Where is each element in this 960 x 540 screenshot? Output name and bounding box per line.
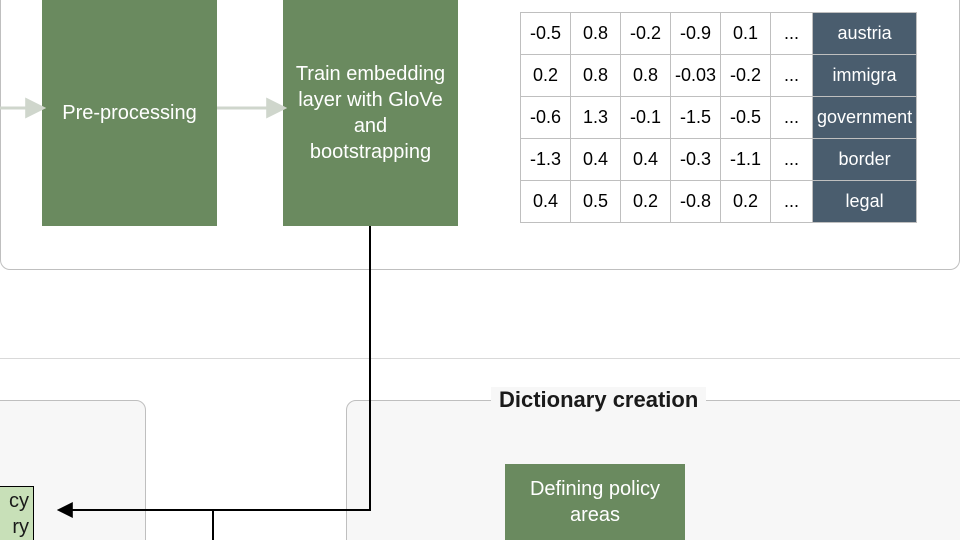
embedding-cell: 1.3 xyxy=(571,97,621,139)
embedding-cell: -0.3 xyxy=(671,139,721,181)
embedding-cell: 0.8 xyxy=(621,55,671,97)
embedding-cell: -0.2 xyxy=(721,55,771,97)
table-row: 0.40.50.2-0.80.2...legal xyxy=(521,181,917,223)
embedding-word: border xyxy=(813,139,917,181)
partial-box-left: cy ry xyxy=(0,486,34,540)
embedding-cell: -0.5 xyxy=(721,97,771,139)
embedding-cell: -0.6 xyxy=(521,97,571,139)
train-embedding-box: Train embedding layer with GloVe and boo… xyxy=(283,0,458,226)
embedding-cell: 0.1 xyxy=(721,13,771,55)
defining-policy-box: Defining policy areas xyxy=(505,464,685,540)
embedding-cell: 0.4 xyxy=(571,139,621,181)
embedding-ellipsis: ... xyxy=(771,97,813,139)
preprocessing-label: Pre-processing xyxy=(62,100,197,126)
section-divider xyxy=(0,358,960,359)
embedding-cell: -1.3 xyxy=(521,139,571,181)
embedding-cell: 0.4 xyxy=(521,181,571,223)
embedding-table: -0.50.8-0.2-0.90.1...austria0.20.80.8-0.… xyxy=(520,12,917,223)
embedding-cell: -1.1 xyxy=(721,139,771,181)
embedding-cell: -0.03 xyxy=(671,55,721,97)
table-row: -0.61.3-0.1-1.5-0.5...government xyxy=(521,97,917,139)
embedding-cell: -0.9 xyxy=(671,13,721,55)
partial-box-left-label: cy ry xyxy=(9,488,29,540)
embedding-ellipsis: ... xyxy=(771,55,813,97)
table-row: -0.50.8-0.2-0.90.1...austria xyxy=(521,13,917,55)
embedding-ellipsis: ... xyxy=(771,13,813,55)
embedding-cell: 0.2 xyxy=(521,55,571,97)
embedding-cell: -0.5 xyxy=(521,13,571,55)
embedding-cell: 0.2 xyxy=(721,181,771,223)
embedding-cell: 0.8 xyxy=(571,13,621,55)
embedding-ellipsis: ... xyxy=(771,139,813,181)
embedding-cell: 0.2 xyxy=(621,181,671,223)
embedding-cell: -1.5 xyxy=(671,97,721,139)
embedding-word: government xyxy=(813,97,917,139)
defining-policy-label: Defining policy areas xyxy=(513,476,677,528)
embedding-word: immigra xyxy=(813,55,917,97)
embedding-cell: -0.2 xyxy=(621,13,671,55)
embedding-cell: -0.8 xyxy=(671,181,721,223)
table-row: -1.30.40.4-0.3-1.1...border xyxy=(521,139,917,181)
embedding-cell: 0.8 xyxy=(571,55,621,97)
embedding-ellipsis: ... xyxy=(771,181,813,223)
embedding-cell: 0.4 xyxy=(621,139,671,181)
preprocessing-box: Pre-processing xyxy=(42,0,217,226)
table-row: 0.20.80.8-0.03-0.2...immigra xyxy=(521,55,917,97)
embedding-cell: -0.1 xyxy=(621,97,671,139)
embedding-cell: 0.5 xyxy=(571,181,621,223)
train-embedding-label: Train embedding layer with GloVe and boo… xyxy=(291,61,450,165)
embedding-word: austria xyxy=(813,13,917,55)
embedding-word: legal xyxy=(813,181,917,223)
dictionary-creation-title: Dictionary creation xyxy=(491,387,706,413)
